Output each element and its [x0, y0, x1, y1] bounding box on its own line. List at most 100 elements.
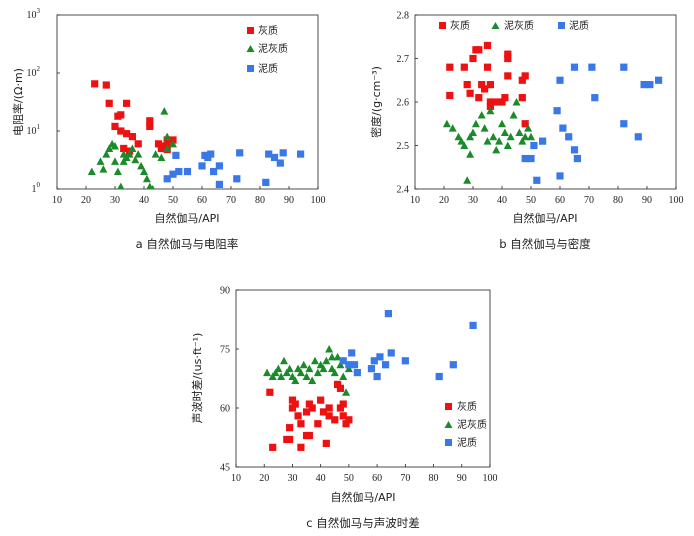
chart-a-point-limestone: [123, 130, 131, 138]
chart-c-legend-marker-limestone: [445, 403, 452, 410]
chart-b-y-ticks: 2.4 2.5 2.6 2.7 2.8: [397, 11, 418, 196]
chart-c-point-mudstone: [435, 372, 443, 381]
chart-b-point-limestone: [504, 72, 512, 80]
chart-c-point-mudstone: [401, 357, 409, 365]
chart-a-point-mudstone: [183, 167, 192, 176]
chart-b-point-marl: [524, 124, 533, 132]
chart-b-point-limestone: [466, 89, 474, 97]
chart-b-point-mudstone: [620, 63, 628, 71]
chart-b-point-limestone: [501, 94, 509, 102]
chart-b-point-mudstone: [655, 76, 663, 84]
chart-a: 10 20 30 40 50 60 70 80 90 100 10 101 102 103 灰质 …: [11, 7, 326, 251]
chart-b-point-mudstone: [556, 76, 564, 84]
chart-a-point-mudstone: [207, 150, 215, 158]
chart-c-point-mudstone: [350, 361, 359, 369]
chart-b-legend-marker-marl: [491, 22, 500, 29]
chart-c-y-tick-label: 45: [220, 463, 230, 474]
chart-a-point-marl: [160, 107, 169, 115]
chart-a-point-marl: [99, 165, 108, 173]
chart-b-point-marl: [515, 128, 524, 136]
chart-b-x-tick-label: 40: [497, 195, 507, 206]
chart-c-legend-label-marl: 泥灰质: [457, 418, 487, 431]
chart-b-point-limestone: [463, 81, 471, 89]
chart-b-x-ticks: 10 20 30 40 50 60 70 80 90 100: [410, 186, 684, 206]
chart-b-point-mudstone: [553, 107, 561, 115]
chart-c-point-limestone: [319, 408, 328, 416]
chart-a-x-tick-label: 30: [110, 195, 120, 206]
chart-a-point-mudstone: [265, 150, 273, 158]
chart-c-point-limestone: [322, 439, 330, 447]
chart-c-point-limestone: [325, 412, 333, 420]
chart-c-point-marl: [302, 372, 311, 381]
chart-c-point-limestone: [334, 380, 342, 388]
chart-b-point-limestone: [504, 54, 512, 63]
chart-c-data-points: [263, 310, 477, 451]
chart-c-legend-marker-marl: [444, 421, 453, 428]
chart-c-point-marl: [342, 388, 351, 396]
chart-c-point-marl: [336, 360, 345, 369]
chart-c-point-limestone: [288, 396, 297, 404]
chart-c-x-tick-label: 80: [429, 473, 439, 484]
chart-c-point-marl: [271, 368, 280, 377]
chart-c-point-limestone: [266, 388, 274, 396]
chart-a-plot-area: [56, 14, 319, 190]
chart-c-point-limestone: [342, 420, 350, 428]
chart-b-legend-label-mudstone: 泥质: [569, 19, 589, 32]
chart-c-legend: 灰质 泥灰质 泥质: [444, 400, 487, 449]
chart-a-x-ticks: 10 20 30 40 50 60 70 80 90 100: [52, 186, 326, 206]
chart-b-point-marl: [495, 137, 504, 145]
chart-a-point-limestone: [102, 81, 110, 89]
chart-b-point-marl: [527, 132, 535, 141]
chart-c-point-limestone: [336, 404, 345, 412]
chart-b-point-marl: [512, 98, 521, 106]
chart-b-point-mudstone: [634, 133, 642, 141]
chart-a-point-mudstone: [262, 178, 270, 186]
chart-a-point-mudstone: [276, 159, 284, 167]
chart-a-y-ticks: 10 101 102 103: [27, 7, 60, 195]
chart-a-point-limestone: [146, 122, 154, 131]
chart-a-x-tick-label: 70: [226, 195, 236, 206]
chart-a-legend-label-marl: 泥灰质: [258, 42, 288, 55]
chart-c-point-limestone: [339, 400, 347, 408]
chart-b-x-tick-label: 20: [439, 195, 449, 206]
chart-b-point-limestone: [460, 63, 468, 71]
chart-c-point-marl: [274, 364, 283, 373]
chart-b-point-marl: [489, 132, 498, 141]
chart-c-point-marl: [305, 364, 314, 373]
chart-b-point-marl: [460, 141, 469, 149]
chart-b-point-marl: [518, 137, 527, 145]
chart-b-point-marl: [498, 119, 506, 128]
chart-b-point-mudstone: [527, 154, 535, 163]
chart-b-point-limestone: [492, 98, 500, 106]
chart-b-caption: b 自然伽马与密度: [499, 237, 591, 251]
chart-b-point-mudstone: [556, 172, 564, 180]
chart-b-x-tick-label: 50: [526, 195, 536, 206]
chart-c-point-marl: [327, 352, 336, 361]
chart-a-legend-marker-mudstone: [247, 65, 254, 72]
chart-c-point-limestone: [288, 404, 297, 412]
chart-c-legend-label-limestone: 灰质: [457, 400, 477, 413]
chart-b-point-limestone: [446, 63, 454, 71]
chart-c-x-tick-label: 60: [372, 473, 382, 484]
chart-b-point-marl: [506, 132, 515, 141]
chart-a-point-mudstone: [279, 149, 287, 157]
chart-a-point-limestone: [134, 140, 142, 148]
chart-a-point-limestone: [146, 117, 154, 125]
chart-a-x-tick-label: 100: [311, 195, 326, 206]
chart-c-y-tick-label: 90: [220, 286, 230, 297]
chart-a-legend-label-limestone: 灰质: [258, 24, 278, 37]
chart-a-x-tick-label: 40: [139, 195, 149, 206]
chart-c-point-limestone: [286, 424, 294, 432]
chart-b-x-tick-label: 90: [642, 195, 652, 206]
chart-b-point-limestone: [483, 63, 492, 71]
chart-b-point-mudstone: [570, 146, 579, 154]
chart-b-point-mudstone: [559, 124, 567, 132]
chart-c-point-mudstone: [367, 365, 376, 373]
chart-a-y-tick-label: 102: [27, 65, 41, 79]
chart-a-point-limestone: [111, 122, 119, 131]
chart-c-point-mudstone: [387, 349, 395, 357]
chart-c-point-marl: [333, 352, 342, 361]
chart-b-point-limestone: [486, 98, 494, 106]
chart-a-y-tick-label: 103: [27, 7, 41, 21]
